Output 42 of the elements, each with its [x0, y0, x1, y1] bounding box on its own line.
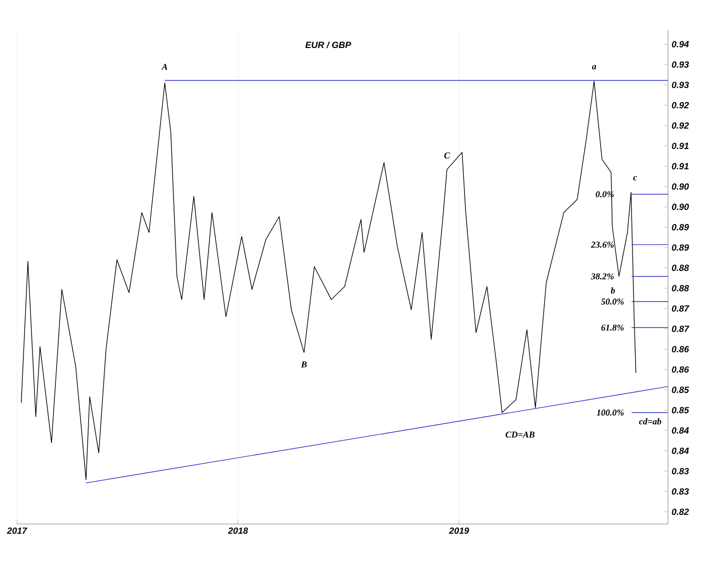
- y-tick-label: 0.92: [672, 122, 689, 129]
- y-tick-label: 0.86: [672, 366, 690, 373]
- annotation: 100.0%: [596, 410, 624, 416]
- annotation: b: [610, 287, 615, 294]
- y-tick-label: 0.87: [672, 326, 690, 332]
- y-tick-label: 0.89: [672, 244, 689, 251]
- y-tick-label: 0.90: [672, 183, 689, 190]
- annotation: cd=ab: [639, 418, 662, 424]
- y-tick-label: 0.94: [672, 41, 689, 48]
- x-tick-label: 2017: [6, 528, 28, 534]
- annotation: 61.8%: [601, 324, 624, 331]
- text: EUR / GBP: [305, 41, 352, 48]
- y-tick-label: 0.90: [672, 204, 689, 210]
- y-tick-label: 0.85: [672, 406, 690, 414]
- annotation: B: [300, 361, 307, 368]
- y-tick-label: 0.86: [672, 346, 690, 352]
- line-series: [20, 80, 636, 480]
- annotation: C: [444, 152, 450, 158]
- x-tick-label: 2018: [228, 528, 248, 534]
- y-tick-label: 0.88: [672, 264, 689, 272]
- annotation: c: [633, 176, 637, 180]
- y-tick-label: 0.83: [672, 468, 689, 474]
- y-tick-label: 0.92: [672, 102, 689, 108]
- x-tick-label: 2019: [448, 528, 470, 534]
- annotation: A: [161, 64, 168, 70]
- y-tick-label: 0.84: [672, 448, 689, 454]
- y-tick-label: 0.91: [672, 142, 688, 150]
- y-tick-label: 0.82: [672, 508, 689, 515]
- y-tick-label: 0.93: [672, 61, 689, 68]
- annotation: 50.0%: [601, 298, 624, 305]
- y-tick-label: 0.93: [672, 82, 689, 88]
- y-tick-label: 0.83: [672, 488, 689, 495]
- y-tick-label: 0.84: [672, 427, 689, 434]
- annotation: 38.2%: [590, 273, 614, 280]
- annotation: CD=AB: [506, 432, 535, 438]
- annotation: a: [592, 65, 596, 70]
- y-tick-label: 0.88: [672, 285, 689, 292]
- y-tick-label: 0.87: [672, 305, 690, 312]
- y-tick-label: 0.91: [672, 163, 688, 170]
- y-tick-label: 0.89: [672, 224, 689, 230]
- annotation: 23.6%: [590, 242, 614, 248]
- y-tick-label: 0.85: [672, 386, 690, 394]
